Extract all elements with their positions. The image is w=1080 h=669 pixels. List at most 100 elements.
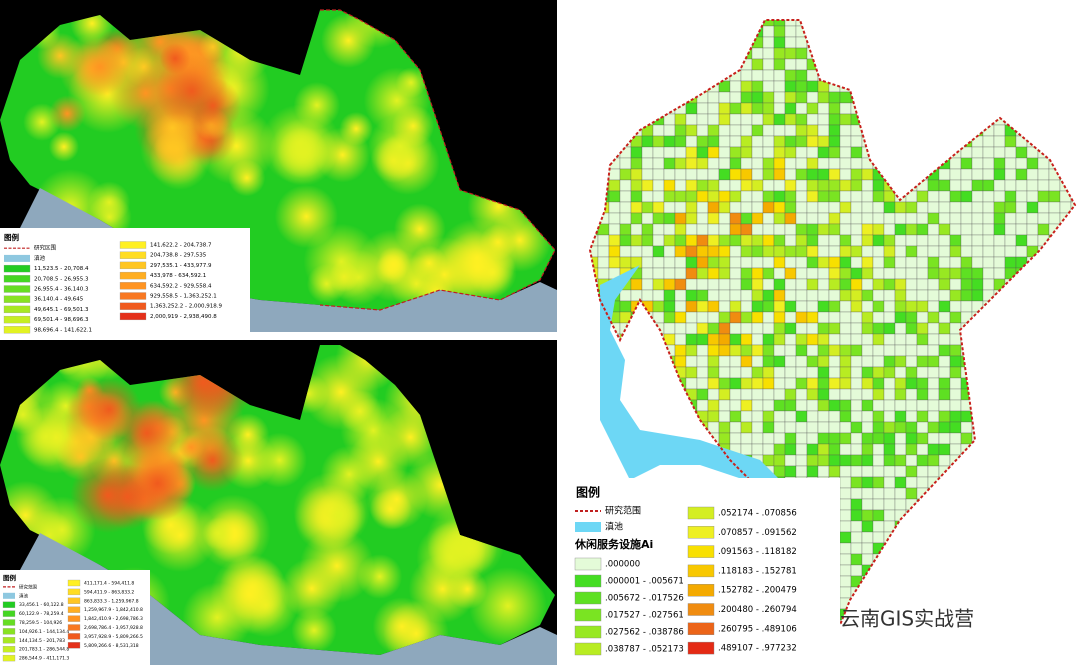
grid-cell [784, 179, 797, 192]
grid-cell [905, 311, 918, 324]
grid-cell [1048, 135, 1061, 148]
grid-cell [707, 201, 720, 214]
grid-cell [696, 20, 709, 27]
grid-cell [751, 91, 764, 104]
grid-cell [982, 465, 995, 478]
grid-cell [971, 124, 984, 137]
grid-cell [883, 421, 896, 434]
grid-cell [652, 201, 665, 214]
grid-cell [590, 190, 599, 203]
grid-cell [795, 355, 808, 368]
grid-cell [590, 421, 599, 434]
grid-cell [718, 223, 731, 236]
grid-cell [1026, 113, 1039, 126]
grid-cell [828, 443, 841, 456]
grid-cell [1004, 311, 1017, 324]
grid-cell [685, 80, 698, 93]
grid-cell [839, 388, 852, 401]
grid-cell [828, 212, 841, 225]
grid-cell [982, 520, 995, 533]
grid-cell [850, 388, 863, 401]
grid-cell [872, 509, 885, 522]
grid-cell [971, 476, 984, 489]
grid-cell [861, 410, 874, 423]
grid-cell [630, 355, 643, 368]
grid-cell [795, 245, 808, 258]
grid-cell [938, 421, 951, 434]
grid-cell [641, 80, 654, 93]
grid-cell [674, 410, 687, 423]
legend-swatch [67, 633, 81, 640]
grid-cell [971, 465, 984, 478]
grid-cell [883, 553, 896, 566]
grid-cell [883, 256, 896, 269]
grid-cell [872, 454, 885, 467]
grid-cell [806, 212, 819, 225]
grid-cell [905, 91, 918, 104]
grid-cell [806, 20, 819, 27]
grid-cell [927, 399, 940, 412]
grid-cell [1015, 25, 1028, 38]
grid-cell [784, 190, 797, 203]
grid-cell [751, 157, 764, 170]
grid-cell [1059, 542, 1072, 555]
grid-cell [1015, 355, 1028, 368]
grid-cell [707, 377, 720, 390]
legend-swatch [119, 282, 147, 290]
grid-cell [1026, 234, 1039, 247]
grid-cell [795, 454, 808, 467]
grid-cell [1037, 102, 1050, 115]
grid-cell [927, 256, 940, 269]
grid-cell [1015, 377, 1028, 390]
grid-cell [861, 520, 874, 533]
grid-cell [1004, 366, 1017, 379]
grid-cell [762, 377, 775, 390]
grid-cell [652, 91, 665, 104]
grid-cell [938, 179, 951, 192]
grid-cell [960, 575, 973, 588]
grid-cell [883, 509, 896, 522]
grid-cell [839, 421, 852, 434]
grid-cell [663, 212, 676, 225]
grid-cell [982, 421, 995, 434]
grid-cell [1059, 256, 1072, 269]
grid-cell [850, 355, 863, 368]
grid-cell [740, 410, 753, 423]
legend-swatch [119, 241, 147, 249]
grid-cell [916, 91, 929, 104]
grid-cell [1037, 91, 1050, 104]
grid-cell [1026, 487, 1039, 500]
grid-cell [916, 311, 929, 324]
grid-cell [938, 333, 951, 346]
legend-label: .000000 [605, 560, 640, 570]
grid-cell [861, 25, 874, 38]
grid-cell [795, 223, 808, 236]
grid-cell [576, 301, 587, 312]
grid-cell [872, 278, 885, 291]
grid-cell [597, 168, 610, 181]
grid-cell [740, 267, 753, 280]
grid-cell [707, 47, 720, 60]
grid-cell [938, 278, 951, 291]
grid-cell [751, 388, 764, 401]
grid-cell [590, 388, 599, 401]
grid-cell [993, 575, 1006, 588]
grid-cell [861, 388, 874, 401]
grid-cell [630, 322, 643, 335]
grid-cell [938, 256, 951, 269]
grid-cell [960, 553, 973, 566]
grid-cell [1015, 234, 1028, 247]
grid-cell [1037, 25, 1050, 38]
grid-cell [565, 312, 576, 323]
grid-cell [685, 146, 698, 159]
grid-cell [740, 245, 753, 258]
grid-cell [795, 201, 808, 214]
grid-cell [663, 245, 676, 258]
grid-cell [894, 564, 907, 577]
grid-cell [806, 278, 819, 291]
grid-cell [718, 289, 731, 302]
grid-cell [872, 432, 885, 445]
grid-cell [828, 25, 841, 38]
grid-cell [839, 586, 852, 599]
